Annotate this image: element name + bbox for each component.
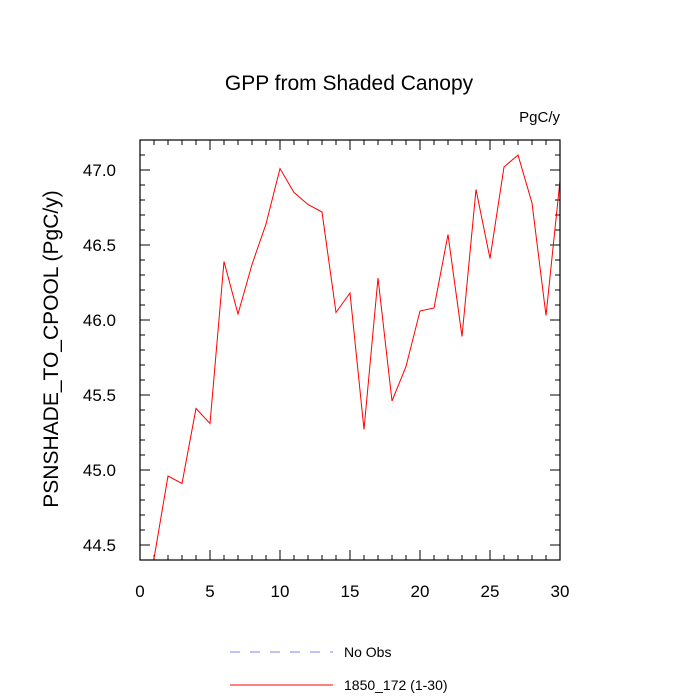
data-point [489,257,492,260]
y-axis-label: PSNSHADE_TO_CPOOL (PgC/y) [40,190,63,507]
y-tick-label: 46.5 [83,236,116,255]
plot-frame [139,139,561,561]
axis-ticks: 0 5 10 15 20 25 30 44.5 45.0 45.5 46.0 46.5 47.0 [83,139,570,601]
x-tick-label: 5 [205,582,214,601]
y-tick-label: 46.0 [83,311,116,330]
data-point [321,211,324,214]
data-point [279,167,282,170]
data-point [531,202,534,205]
data-point [349,292,352,295]
x-tick-label: 15 [341,582,360,601]
data-point [475,188,478,191]
data-point [237,313,240,316]
data-point [251,263,254,266]
data-point [195,407,198,410]
data-point [433,307,436,310]
y-tick-label: 47.0 [83,161,116,180]
data-point [181,482,184,485]
x-tick-label: 25 [481,582,500,601]
data-point [447,233,450,236]
data-point [265,223,268,226]
legend: No Obs 1850_172 (1-30) [230,644,448,693]
legend-label: No Obs [344,644,391,660]
chart-title: GPP from Shaded Canopy [225,72,474,95]
x-tick-label: 10 [271,582,290,601]
data-point [335,311,338,314]
data-point [377,277,380,280]
data-point [363,428,366,431]
series-line [153,154,560,559]
legend-label: 1850_172 (1-30) [344,677,448,693]
x-tick-label: 0 [135,582,144,601]
data-layer [153,154,560,559]
data-point [391,400,394,403]
x-tick-label: 30 [551,582,570,601]
data-point [209,422,212,425]
data-point [517,154,520,157]
data-point [223,260,226,263]
data-point [293,191,296,194]
data-point [167,475,170,478]
y-tick-label: 45.5 [83,386,116,405]
y-tick-label: 45.0 [83,461,116,480]
data-point [461,335,464,338]
data-point [419,310,422,313]
data-point [545,314,548,317]
units-label: PgC/y [519,109,560,126]
data-point [503,166,506,169]
y-tick-label: 44.5 [83,536,116,555]
data-point [405,365,408,368]
data-point [307,203,310,206]
x-tick-label: 20 [411,582,430,601]
